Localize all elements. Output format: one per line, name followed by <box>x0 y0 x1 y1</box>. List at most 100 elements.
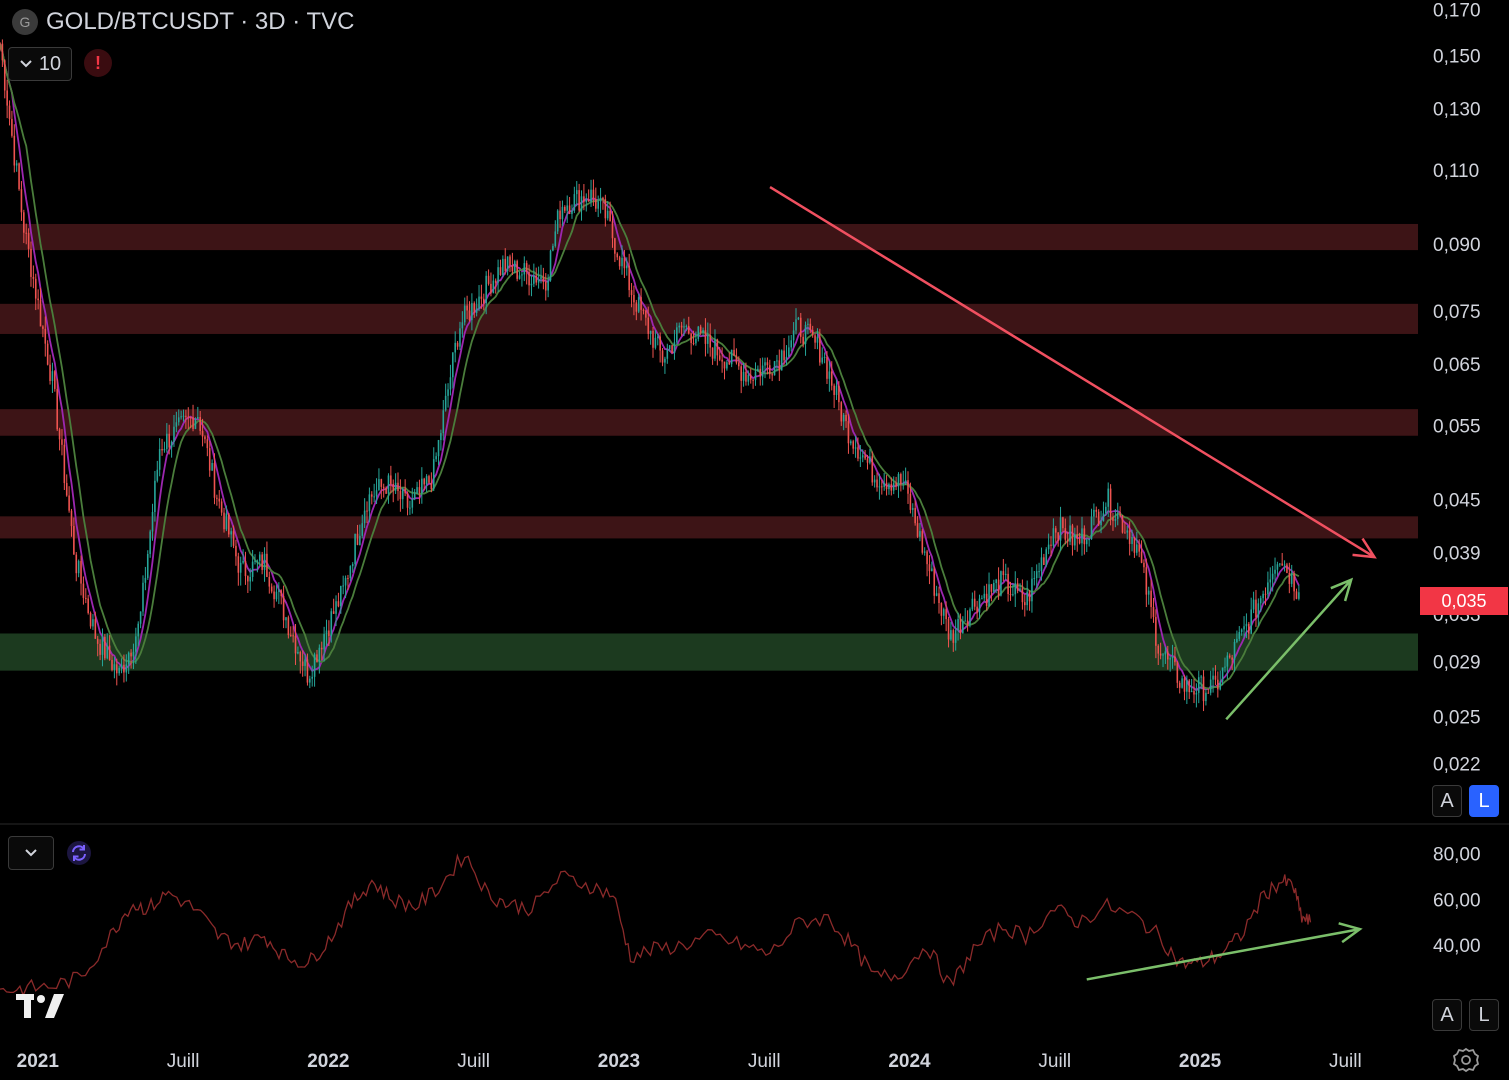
candle-body[interactable] <box>1064 528 1067 540</box>
time-axis-month-label[interactable]: Juill <box>748 1051 781 1072</box>
candle-body[interactable] <box>1105 506 1107 514</box>
candle-body[interactable] <box>923 551 926 553</box>
candle-body[interactable] <box>1074 534 1076 546</box>
time-axis-month-label[interactable]: Juill <box>1038 1051 1071 1072</box>
candle-body[interactable] <box>108 645 111 660</box>
candle-body[interactable] <box>957 618 959 631</box>
candle-body[interactable] <box>964 620 967 622</box>
candle-body[interactable] <box>201 430 204 437</box>
candle-body[interactable] <box>1026 591 1028 606</box>
candle-body[interactable] <box>709 335 712 348</box>
candle-body[interactable] <box>904 480 907 483</box>
candle-body[interactable] <box>199 417 201 431</box>
candle-body[interactable] <box>392 483 395 491</box>
candle-body[interactable] <box>266 553 268 577</box>
candle-body[interactable] <box>690 333 692 344</box>
candle-body[interactable] <box>799 317 802 337</box>
candle-body[interactable] <box>120 664 123 668</box>
candle-body[interactable] <box>726 362 728 369</box>
candle-body[interactable] <box>1052 528 1055 546</box>
candle-body[interactable] <box>678 325 681 328</box>
candle-body[interactable] <box>244 560 247 577</box>
candle-body[interactable] <box>206 439 209 449</box>
candle-body[interactable] <box>637 297 640 312</box>
symbol-title[interactable]: GOLD/BTCUSDT · 3D · TVC <box>46 8 355 35</box>
candle-body[interactable] <box>1209 679 1212 693</box>
candle-body[interactable] <box>840 402 843 422</box>
candle-body[interactable] <box>1205 692 1207 702</box>
candle-body[interactable] <box>249 576 252 582</box>
candle-body[interactable] <box>1171 656 1174 659</box>
candle-body[interactable] <box>1140 551 1143 563</box>
candle-body[interactable] <box>702 330 704 333</box>
candle-body[interactable] <box>919 531 921 537</box>
candle-body[interactable] <box>1278 563 1281 565</box>
candle-body[interactable] <box>77 561 80 574</box>
candle-body[interactable] <box>163 448 166 451</box>
candle-body[interactable] <box>154 480 156 512</box>
candle-body[interactable] <box>1243 626 1245 630</box>
candle-body[interactable] <box>695 338 697 344</box>
candle-body[interactable] <box>1059 517 1062 541</box>
candle-body[interactable] <box>664 358 666 363</box>
indicator-auto-scale-button[interactable]: A <box>1432 999 1462 1031</box>
price-axis-label[interactable]: 0,075 <box>1433 302 1481 323</box>
candle-body[interactable] <box>294 636 297 654</box>
candle-body[interactable] <box>68 495 70 511</box>
rsi-uptrend-arrow[interactable] <box>1086 927 1361 981</box>
candle-body[interactable] <box>380 479 383 487</box>
candle-body[interactable] <box>1262 593 1264 599</box>
downtrend-arrow[interactable] <box>769 185 1376 559</box>
candle-body[interactable] <box>1004 573 1007 576</box>
resistance-zone[interactable] <box>0 223 1418 251</box>
candle-body[interactable] <box>1019 588 1021 591</box>
candle-body[interactable] <box>838 385 840 403</box>
candle-body[interactable] <box>299 651 302 662</box>
candle-body[interactable] <box>1186 680 1188 692</box>
candle-body[interactable] <box>1143 562 1145 568</box>
candle-body[interactable] <box>861 455 864 458</box>
uptrend-arrow-head[interactable] <box>1330 577 1354 602</box>
candle-body[interactable] <box>378 479 380 491</box>
candle-body[interactable] <box>1081 528 1083 544</box>
resistance-zone[interactable] <box>0 516 1418 539</box>
indicator-collapse-button[interactable] <box>8 836 54 870</box>
candle-body[interactable] <box>87 598 89 613</box>
candle-body[interactable] <box>8 105 11 119</box>
candle-body[interactable] <box>278 590 280 592</box>
candle-body[interactable] <box>482 298 485 304</box>
candle-body[interactable] <box>502 258 504 275</box>
candle-body[interactable] <box>623 257 626 269</box>
candle-body[interactable] <box>1102 513 1105 522</box>
candle-body[interactable] <box>1014 583 1017 595</box>
candle-body[interactable] <box>6 90 8 106</box>
candle-body[interactable] <box>1214 675 1217 680</box>
candle-body[interactable] <box>1233 642 1236 660</box>
candle-body[interactable] <box>166 433 168 449</box>
candle-body[interactable] <box>287 617 290 636</box>
candle-body[interactable] <box>289 635 292 637</box>
candle-body[interactable] <box>1000 571 1002 596</box>
candle-body[interactable] <box>256 560 259 562</box>
candle-body[interactable] <box>1083 528 1086 545</box>
candle-body[interactable] <box>754 371 757 381</box>
candle-body[interactable] <box>235 545 237 557</box>
candle-body[interactable] <box>263 553 266 570</box>
candle-body[interactable] <box>361 523 364 536</box>
candle-body[interactable] <box>847 421 850 444</box>
candle-body[interactable] <box>425 476 428 485</box>
candle-body[interactable] <box>1200 676 1202 678</box>
candle-body[interactable] <box>533 275 535 284</box>
candle-body[interactable] <box>1257 603 1260 618</box>
candle-body[interactable] <box>261 554 263 570</box>
candle-body[interactable] <box>761 365 764 377</box>
candle-body[interactable] <box>878 486 881 488</box>
candle-body[interactable] <box>1097 511 1100 526</box>
candle-body[interactable] <box>978 598 981 613</box>
candle-body[interactable] <box>633 295 635 303</box>
candle-body[interactable] <box>494 280 497 283</box>
candle-body[interactable] <box>1162 654 1164 656</box>
candle-body[interactable] <box>1133 537 1136 553</box>
candle-body[interactable] <box>292 635 294 637</box>
candle-body[interactable] <box>490 283 492 294</box>
